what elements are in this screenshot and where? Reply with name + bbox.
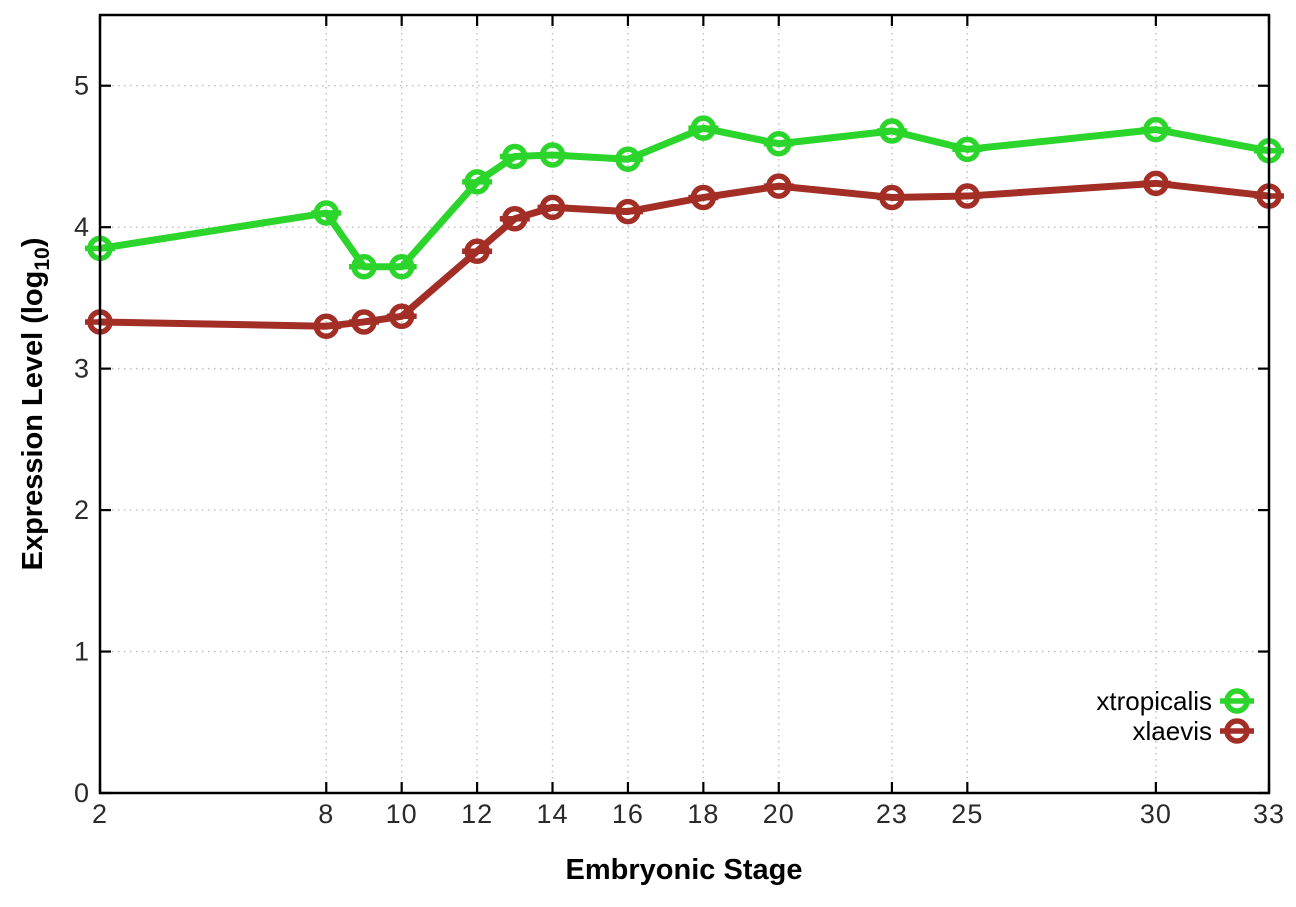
marker-circle [351,309,377,335]
marker-circle [388,254,415,280]
x-tick-label: 8 [318,799,334,829]
x-axis-label: Embryonic Stage [566,854,803,886]
data-point-xtropicalis [348,254,379,280]
x-tick-label: 23 [876,799,908,829]
marker-circle [879,118,905,144]
data-point-xtropicalis [537,142,568,168]
data-point-xlaevis [688,184,719,211]
marker-circle [313,313,340,339]
x-tick-label: 10 [386,799,418,829]
data-point-xtropicalis [612,146,643,173]
data-point-xtropicalis [952,136,983,163]
axis-layer [98,13,1271,795]
data-point-xlaevis [311,313,342,339]
marker-circle [954,136,981,163]
marker-circle [539,142,566,168]
marker-circle [879,184,905,211]
y-tick-label: 4 [74,212,90,242]
y-tick-label: 0 [74,778,90,808]
x-tick-label: 33 [1253,799,1285,829]
data-point-xtropicalis [386,254,417,280]
y-tick-label: 3 [74,354,90,384]
x-tick-label: 14 [536,799,568,829]
legend-label-xtropicalis: xtropicalis [1096,686,1212,716]
y-axis-label: Expression Level (log10) [17,238,54,571]
data-point-xlaevis [612,198,643,225]
y-tick-label: 5 [74,71,90,101]
data-point-xtropicalis [311,200,342,226]
marker-circle [502,143,528,170]
x-tick-label: 2 [92,799,108,829]
y-tick-label: 2 [74,495,90,525]
marker-circle [313,200,340,226]
legend-label-xlaevis: xlaevis [1133,716,1212,746]
y-axis-label-suffix: ) [17,238,49,248]
series-line-xlaevis [96,179,1273,330]
y-axis-label-subscript: 10 [31,247,54,270]
marker-circle [690,115,717,141]
marker-circle [1224,688,1250,714]
data-layer [85,115,1284,339]
data-point-xtropicalis [876,118,907,144]
data-point-xtropicalis [499,143,530,170]
marker-circle [1143,116,1169,143]
data-point-xlaevis [499,205,530,232]
data-point-xlaevis [952,183,983,209]
data-point-xlaevis [763,173,794,199]
marker-circle [954,183,981,209]
y-axis-label-prefix: Expression Level (log [17,271,49,571]
x-tick-label: 25 [951,799,983,829]
x-tick-label: 16 [612,799,644,829]
x-tick-label: 18 [687,799,719,829]
marker-circle [1143,170,1169,197]
marker-circle [766,173,792,199]
marker-circle [539,194,566,221]
data-point-xtropicalis [688,115,719,141]
legend: xtropicalis xlaevis [1096,686,1254,746]
legend-marker-xtropicalis [1220,688,1254,714]
marker-circle [464,238,490,264]
y-tick-label: 1 [74,637,90,667]
marker-circle [502,205,528,232]
data-point-xlaevis [876,184,907,211]
data-point-xlaevis [348,309,379,335]
data-point-xlaevis [1140,170,1171,197]
data-point-xlaevis [537,194,568,221]
legend-markers [1220,688,1254,744]
data-point-xtropicalis [1140,116,1171,143]
marker-circle [388,303,415,330]
marker-circle [615,198,641,225]
marker-circle [766,130,792,157]
marker-circle [1224,718,1250,744]
grid-layer [100,15,1269,793]
x-tick-label: 12 [461,799,493,829]
legend-marker-xlaevis [1220,718,1254,744]
marker-circle [464,169,490,195]
marker-circle [351,254,377,280]
x-tick-label: 20 [763,799,795,829]
data-point-xtropicalis [763,130,794,157]
data-point-xtropicalis [462,169,493,195]
x-tick-label: 30 [1140,799,1172,829]
marker-circle [690,184,717,211]
plot-border [98,13,1271,795]
marker-circle [615,146,641,173]
data-point-xlaevis [462,238,493,264]
data-point-xlaevis [386,303,417,330]
